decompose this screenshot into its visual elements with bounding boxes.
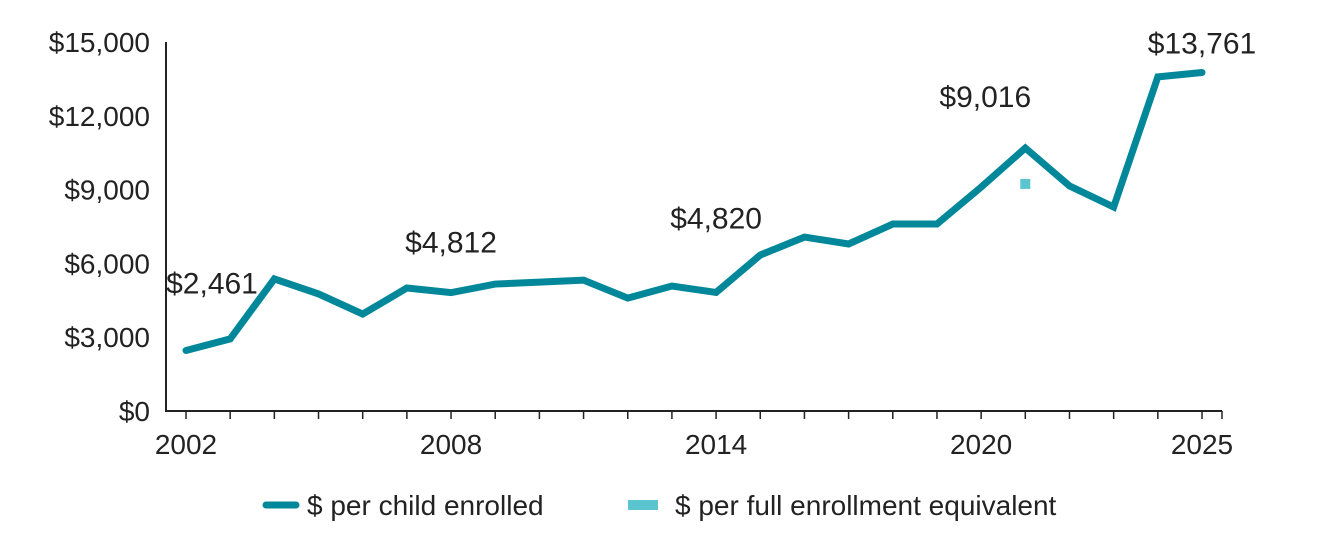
legend-square-icon <box>628 500 658 510</box>
data-label: $2,461 <box>166 267 258 300</box>
data-label: $13,761 <box>1148 27 1256 60</box>
y-tick-label: $12,000 <box>49 101 150 132</box>
x-tick-label: 2025 <box>1171 429 1233 460</box>
y-tick-label: $3,000 <box>64 322 150 353</box>
y-tick-label: $15,000 <box>49 27 150 58</box>
data-labels: $2,461 $4,812 $4,820 $9,016 $13,761 <box>166 27 1256 300</box>
legend: $ per child enrolled $ per full enrollmen… <box>266 490 1057 521</box>
y-tick-label: $9,000 <box>64 175 150 206</box>
data-label: $4,820 <box>670 202 762 235</box>
data-point-full-enrollment-equivalent <box>1020 179 1030 189</box>
data-label: $9,016 <box>939 81 1031 114</box>
legend-label-per-child-enrolled: $ per child enrolled <box>307 490 544 521</box>
x-tick-label: 2008 <box>420 429 482 460</box>
legend-label-full-enrollment-equivalent: $ per full enrollment equivalent <box>675 490 1057 521</box>
y-tick-label: $6,000 <box>64 248 150 279</box>
x-tick-label: 2020 <box>950 429 1012 460</box>
data-label: $4,812 <box>405 227 497 260</box>
x-tick-label: 2014 <box>685 429 747 460</box>
x-tick-label: 2002 <box>155 429 217 460</box>
y-tick-label: $0 <box>119 396 150 427</box>
axes: $0 $3,000 $6,000 $9,000 $12,000 $15,000 2002 20… <box>49 27 1233 460</box>
